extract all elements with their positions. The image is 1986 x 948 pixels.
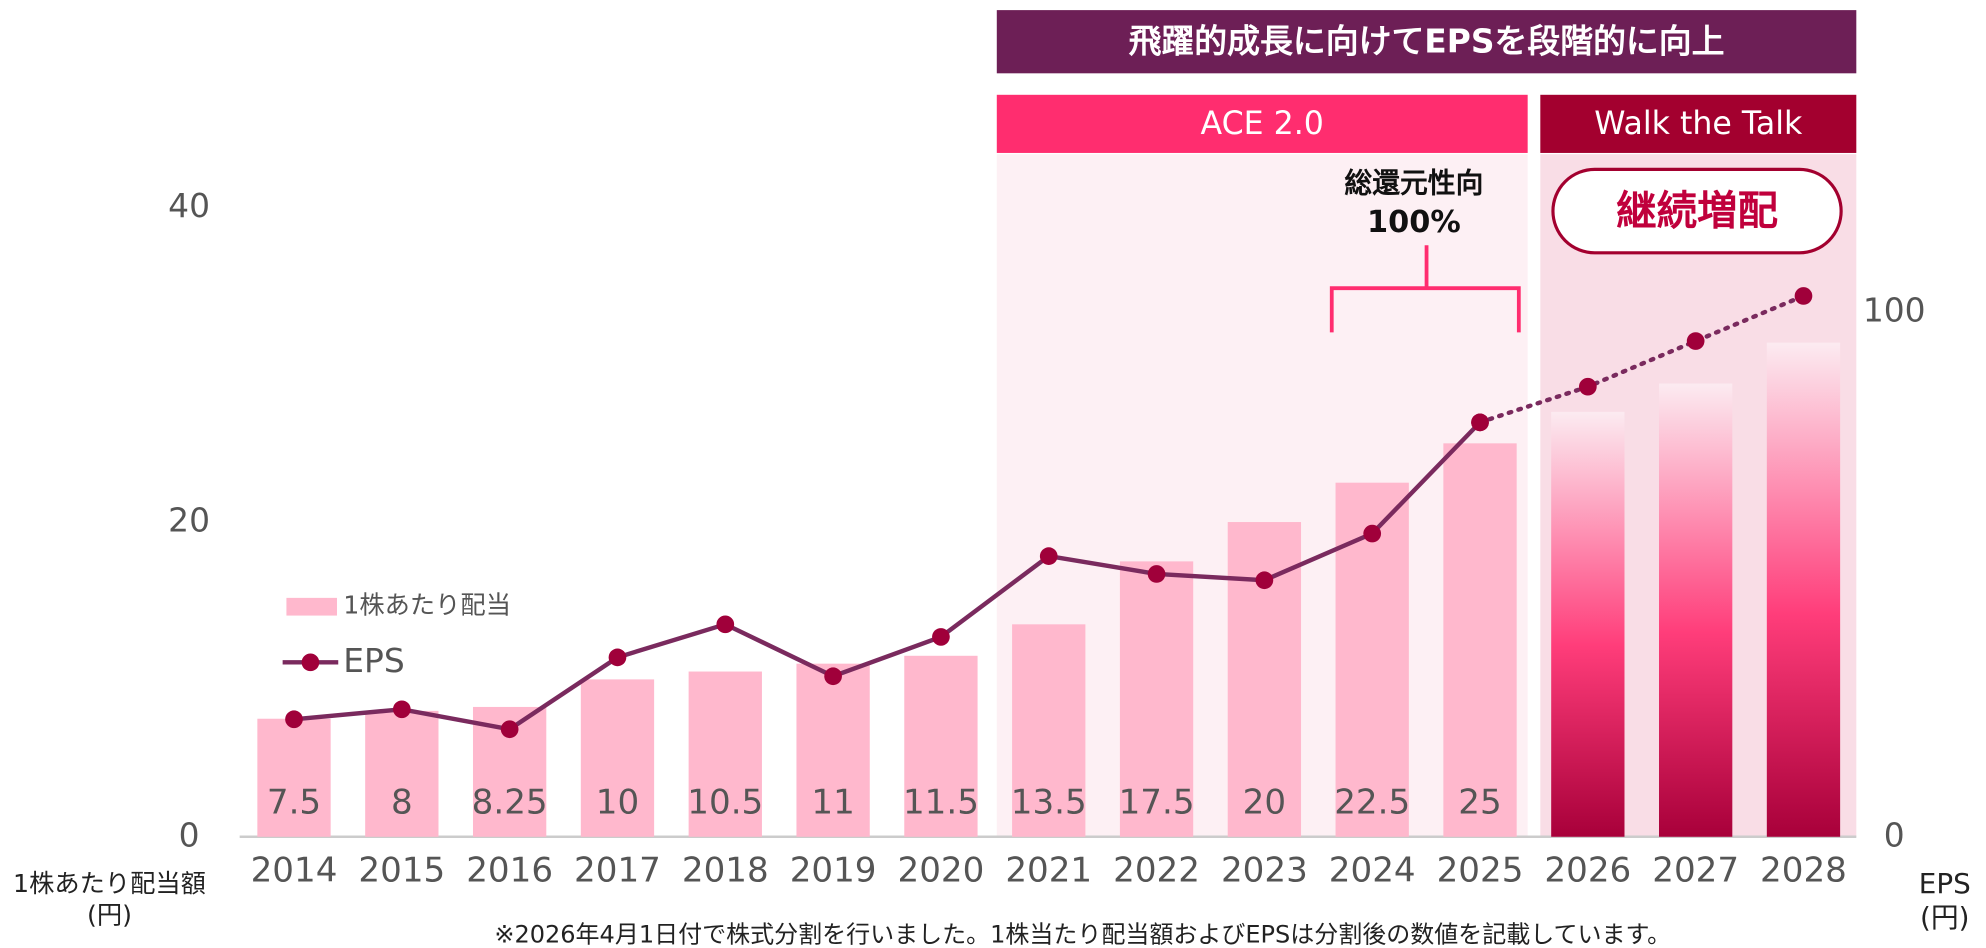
x-tick-label: 2014 (251, 851, 338, 891)
data-label: 8 (391, 782, 413, 822)
marker (500, 720, 519, 739)
data-label: 11.5 (903, 782, 979, 822)
badge (1551, 167, 1843, 255)
line (291, 420, 1483, 732)
phase-text: ACE 2.0 (1201, 106, 1324, 142)
marker (608, 648, 627, 667)
marker (1039, 547, 1058, 565)
data-label: 11 (811, 782, 854, 822)
x-tick-label: 2021 (1005, 851, 1092, 891)
bar (796, 663, 870, 837)
bar (1659, 383, 1733, 837)
x-tick-label: 2024 (1329, 851, 1416, 891)
y-tick-label: 0 (179, 815, 200, 854)
data-label: 10 (596, 782, 639, 822)
data-label: 20 (1243, 782, 1286, 822)
footnote: ※2026年4月1日付で株式分割を行いました。1株当たり配当額およびEPSは分割… (494, 920, 1671, 948)
phase-header (996, 94, 1528, 153)
marker (1471, 413, 1489, 432)
x-tick-label: 2020 (898, 851, 985, 891)
banner-text: 飛躍的成長に向けてEPSを段階的に向上 (1129, 21, 1725, 60)
marker (1794, 287, 1813, 305)
marker (1147, 565, 1166, 583)
x-tick-label: 2026 (1544, 851, 1631, 891)
bar (1551, 411, 1625, 837)
legend-swatch (301, 653, 320, 672)
bar (1443, 443, 1517, 837)
bar (904, 655, 978, 837)
marker (1686, 332, 1705, 350)
x-tick-label: 2023 (1221, 851, 1308, 891)
x-tick-label: 2028 (1760, 851, 1847, 891)
x-tick-label: 2015 (358, 851, 445, 891)
x-tick-label: 2016 (466, 851, 553, 891)
legend-swatch (286, 597, 337, 616)
marker (1363, 524, 1382, 543)
y2-tick-label: 0 (1884, 815, 1905, 854)
bar (688, 671, 762, 837)
x-tick-label: 2022 (1113, 851, 1200, 891)
axis-title: (円) (1920, 901, 1970, 934)
annotation: 100% (1367, 205, 1461, 240)
bar (1119, 561, 1194, 837)
banner (996, 10, 1857, 74)
x-tick-label: 2025 (1437, 851, 1524, 891)
annotation: 総還元性向 (1344, 167, 1483, 200)
data-label: 17.5 (1119, 782, 1195, 822)
data-label: 22.5 (1334, 782, 1410, 822)
phase-text: Walk the Talk (1594, 106, 1803, 142)
axis-title: 1株あたり配当額 (13, 869, 206, 898)
y-tick-label: 40 (168, 186, 210, 225)
phase-header (1540, 94, 1857, 153)
axis-title: EPS (1919, 867, 1971, 900)
x-tick-label: 2018 (682, 851, 769, 891)
bar (257, 718, 331, 837)
x-tick-label: 2027 (1652, 851, 1739, 891)
marker (932, 628, 950, 646)
marker (716, 615, 735, 634)
bracket (1329, 245, 1521, 333)
legend-label: 1株あたり配当 (343, 591, 511, 620)
line (1477, 293, 1806, 425)
marker (1578, 377, 1597, 396)
axis-title: (円) (87, 900, 132, 929)
data-label: 8.25 (472, 782, 548, 822)
y2-tick-label: 100 (1863, 291, 1926, 330)
data-label: 10.5 (687, 782, 763, 822)
x-tick-label: 2019 (790, 851, 877, 891)
data-label: 25 (1458, 782, 1501, 822)
marker (285, 710, 303, 729)
marker (1255, 571, 1274, 590)
bar (365, 710, 439, 837)
marker (824, 667, 842, 686)
bar (580, 679, 655, 837)
marker (392, 700, 411, 719)
data-label: 13.5 (1011, 782, 1087, 822)
data-label: 7.5 (267, 782, 321, 822)
legend-label: EPS (343, 641, 404, 680)
x-tick-label: 2017 (574, 851, 661, 891)
bar (1766, 342, 1841, 837)
badge-text: 継続増配 (1616, 187, 1778, 235)
y-tick-label: 20 (168, 501, 210, 540)
bar (1012, 624, 1086, 837)
